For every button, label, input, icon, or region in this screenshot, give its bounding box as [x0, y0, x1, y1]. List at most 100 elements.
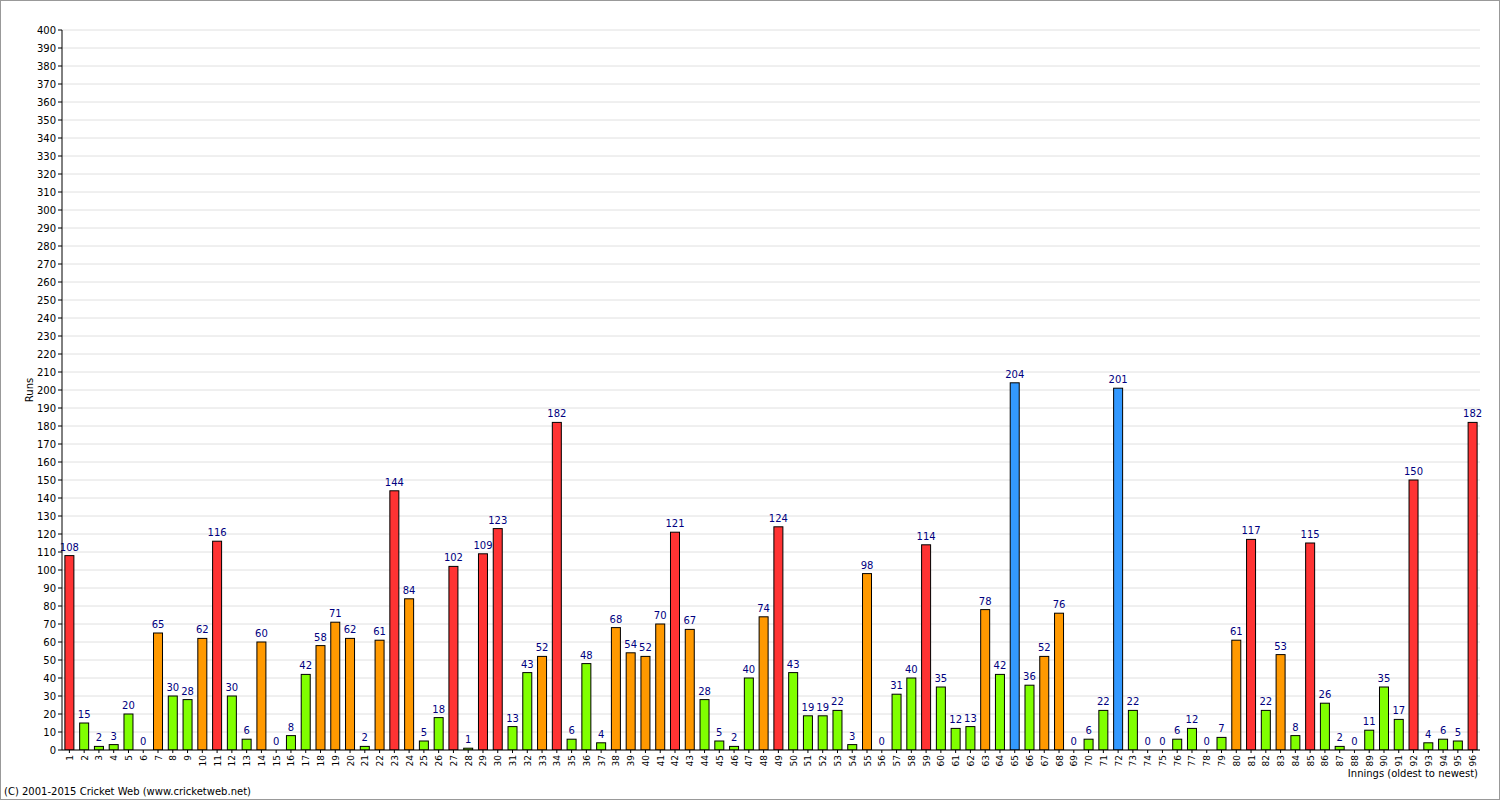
- data-label: 5: [421, 727, 427, 738]
- x-tick: [350, 750, 351, 753]
- background: [1, 1, 1500, 800]
- x-tick: [970, 750, 971, 753]
- x-tick: [1457, 750, 1458, 753]
- x-tick: [320, 750, 321, 753]
- x-tick: [231, 750, 232, 753]
- data-label: 0: [273, 736, 279, 747]
- grid-line: [62, 282, 1480, 283]
- bar: [1365, 730, 1374, 750]
- x-tick: [1295, 750, 1296, 753]
- x-tick-label: 37: [597, 755, 607, 766]
- data-label: 31: [890, 680, 903, 691]
- x-tick: [1265, 750, 1266, 753]
- x-tick: [290, 750, 291, 753]
- x-tick-label: 59: [922, 755, 932, 767]
- x-tick: [867, 750, 868, 753]
- x-tick: [837, 750, 838, 753]
- x-tick: [217, 750, 218, 753]
- bar: [670, 532, 679, 750]
- x-tick: [1088, 750, 1089, 753]
- y-tick-label: 290: [37, 223, 56, 234]
- bar: [478, 554, 487, 750]
- data-label: 201: [1109, 374, 1128, 385]
- x-tick: [1280, 750, 1281, 753]
- x-tick-label: 3: [94, 755, 104, 761]
- bar: [951, 728, 960, 750]
- x-tick-label: 1: [65, 755, 75, 761]
- x-tick: [1162, 750, 1163, 753]
- data-label: 71: [329, 608, 342, 619]
- x-tick: [660, 750, 661, 753]
- x-tick: [881, 750, 882, 753]
- grid-line: [62, 30, 1480, 31]
- data-label: 13: [964, 713, 977, 724]
- bar: [892, 694, 901, 750]
- data-label: 4: [1425, 729, 1431, 740]
- data-label: 30: [225, 682, 238, 693]
- x-tick-label: 76: [1173, 755, 1183, 767]
- data-label: 61: [1230, 626, 1243, 637]
- grid-line: [62, 138, 1480, 139]
- bar: [922, 545, 931, 750]
- bar: [1055, 613, 1064, 750]
- x-tick-label: 46: [730, 755, 740, 767]
- x-tick: [1147, 750, 1148, 753]
- bar: [198, 638, 207, 750]
- grid-line: [62, 174, 1480, 175]
- bar: [1261, 710, 1270, 750]
- data-label: 204: [1005, 369, 1024, 380]
- data-label: 28: [698, 686, 711, 697]
- data-label: 60: [255, 628, 268, 639]
- x-tick: [1191, 750, 1192, 753]
- x-tick: [985, 750, 986, 753]
- x-tick: [527, 750, 528, 753]
- bar: [154, 633, 163, 750]
- data-label: 2: [1336, 732, 1342, 743]
- data-label: 123: [488, 515, 507, 526]
- bar: [759, 617, 768, 750]
- bar: [449, 566, 458, 750]
- y-axis: [62, 30, 63, 750]
- x-tick: [497, 750, 498, 753]
- y-tick-label: 330: [37, 151, 56, 162]
- x-tick: [335, 750, 336, 753]
- bar: [65, 556, 74, 750]
- y-tick: [58, 264, 62, 265]
- data-label: 22: [1097, 696, 1110, 707]
- data-label: 2: [362, 732, 368, 743]
- y-tick-label: 50: [43, 655, 56, 666]
- data-label: 35: [934, 673, 947, 684]
- x-tick: [98, 750, 99, 753]
- x-tick-label: 73: [1128, 755, 1138, 766]
- x-tick-label: 41: [656, 755, 666, 766]
- bars: [65, 383, 1477, 750]
- bar: [685, 629, 694, 750]
- grid-line: [62, 462, 1480, 463]
- x-tick-label: 20: [346, 755, 356, 767]
- data-label: 67: [683, 615, 696, 626]
- data-label: 2: [96, 732, 102, 743]
- data-label: 22: [1127, 696, 1140, 707]
- x-tick: [1369, 750, 1370, 753]
- x-tick-label: 62: [966, 755, 976, 766]
- data-label: 65: [152, 619, 165, 630]
- grid-line: [62, 408, 1480, 409]
- x-tick: [143, 750, 144, 753]
- y-tick-label: 210: [37, 367, 56, 378]
- data-label: 5: [1455, 727, 1461, 738]
- data-label: 0: [879, 736, 885, 747]
- bar: [227, 696, 236, 750]
- bar: [1379, 687, 1388, 750]
- x-tick-label: 91: [1394, 755, 1404, 766]
- grid-line: [62, 318, 1480, 319]
- y-tick-label: 150: [37, 475, 56, 486]
- y-tick-label: 400: [37, 25, 56, 36]
- bar: [242, 739, 251, 750]
- data-label: 84: [403, 585, 416, 596]
- grid-line: [62, 354, 1480, 355]
- x-tick-label: 27: [449, 755, 459, 766]
- x-tick-label: 51: [803, 755, 813, 766]
- x-tick: [423, 750, 424, 753]
- x-tick-label: 8: [168, 755, 178, 761]
- data-label: 40: [905, 664, 918, 675]
